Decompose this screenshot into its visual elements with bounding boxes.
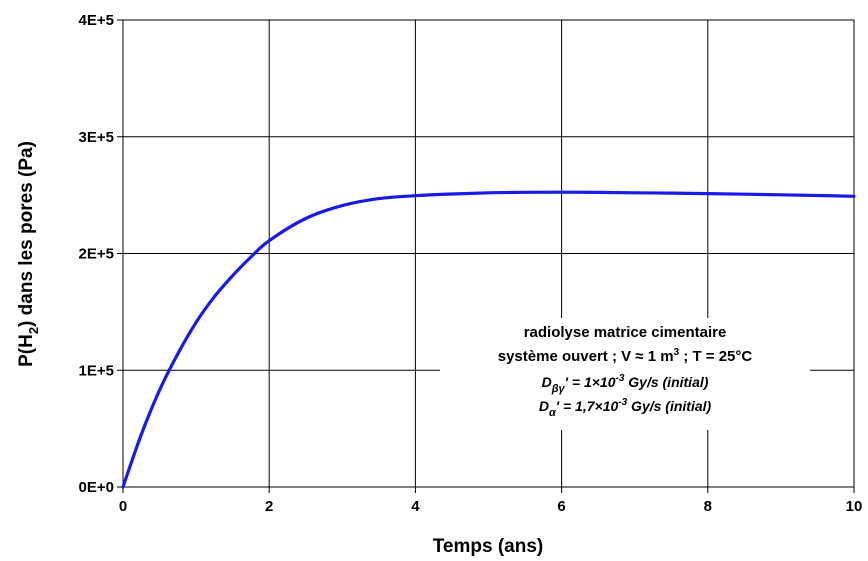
x-tick-label: 6 [557, 498, 565, 515]
series-line [121, 190, 856, 489]
annotation-line-3: Dβγ' = 1×10-3 Gy/s (initial) [542, 373, 709, 395]
y-tick-label: 1E+5 [79, 362, 114, 379]
y-axis-title: P(H2) dans les pores (Pa) [16, 141, 41, 367]
y-tick-label: 3E+5 [79, 129, 114, 146]
x-tick-label: 2 [265, 498, 273, 515]
annotation-box [440, 318, 810, 430]
y-tick-label: 4E+5 [79, 12, 114, 29]
series-layer [121, 190, 856, 489]
x-tick-label: 10 [846, 498, 863, 515]
y-axis-ticks: 0E+0 1E+5 2E+5 3E+5 4E+5 [79, 12, 123, 496]
y-tick-label: 0E+0 [79, 479, 114, 496]
annotation-line-4: Dα' = 1,7×10-3 Gy/s (initial) [539, 397, 712, 419]
x-tick-label: 8 [704, 498, 712, 515]
x-axis-ticks: 0 2 4 6 8 10 [119, 487, 863, 515]
x-axis-title: Temps (ans) [433, 536, 544, 557]
annotation-line-2: système ouvert ; V ≈ 1 m3 ; T = 25°C [498, 347, 753, 365]
x-tick-label: 4 [411, 498, 420, 515]
x-tick-label: 0 [119, 498, 127, 515]
gridlines [123, 20, 854, 487]
annotation-line-1: radiolyse matrice cimentaire [524, 324, 727, 341]
y-tick-label: 2E+5 [79, 246, 114, 263]
